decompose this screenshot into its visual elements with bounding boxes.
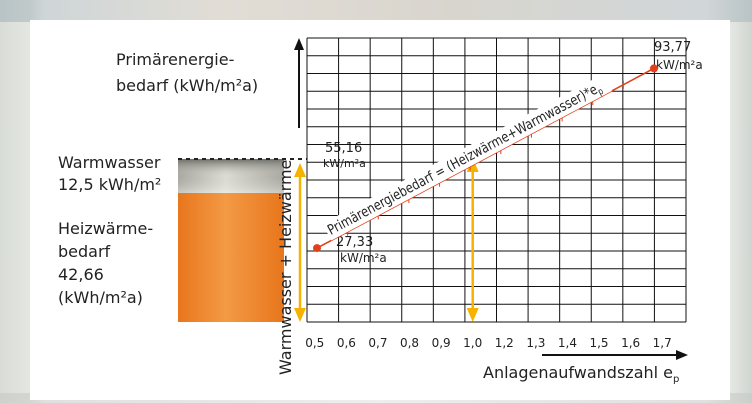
heizwaerme-label-line-2: bedarf <box>58 242 111 261</box>
heizwaerme-bar-segment <box>178 193 284 322</box>
warmwasser-bar-shade <box>178 158 284 193</box>
left-double-arrow-head-top <box>294 162 306 177</box>
x-tick-label: 0,6 <box>337 336 356 350</box>
left-double-arrow-head-bottom <box>294 308 306 322</box>
x-axis-title-text: Anlagenaufwandszahl e <box>483 363 674 382</box>
x-tick-label: 0,8 <box>400 336 419 350</box>
y-axis-title-line-1: Primärenergie- <box>116 50 235 69</box>
mid-point-unit: kW/m²a <box>322 157 367 171</box>
line-label-background <box>322 74 612 241</box>
x-tick-label: 1,3 <box>526 336 545 350</box>
x-tick-label: 1,7 <box>653 336 672 350</box>
x-tick-label: 1,5 <box>589 336 608 350</box>
start-point-marker <box>313 244 321 253</box>
marker-double-arrow-head-bottom <box>466 308 479 322</box>
warmwasser-value: 12,5 kWh/m² <box>58 175 162 194</box>
x-tick-label: 0,5 <box>305 336 324 350</box>
x-axis-title-subscript: p <box>673 374 680 386</box>
warmwasser-label: Warmwasser <box>58 153 161 172</box>
background-top-strip <box>0 0 752 22</box>
heizwaerme-value: 42,66 <box>58 265 104 284</box>
end-point-marker <box>650 64 658 73</box>
line-label-subscript: p <box>597 87 606 98</box>
x-axis-arrow-head <box>676 350 688 360</box>
x-tick-label: 0,7 <box>368 336 387 350</box>
x-tick-label: 1,2 <box>495 336 514 350</box>
x-tick-label: 1,4 <box>558 336 577 350</box>
y-axis-title-line-2: bedarf (kWh/m²a) <box>116 76 259 95</box>
line-label-group: Primärenergiebedarf = (Heizwärme+Warmwas… <box>322 74 612 241</box>
end-point-value: 93,77 <box>654 40 692 55</box>
heizwaerme-label-line-1: Heizwärme- <box>58 219 154 238</box>
x-axis-title: Anlagenaufwandszahl ep <box>483 362 679 391</box>
end-point-unit: kW/m²a <box>656 58 703 72</box>
x-tick-label: 1,6 <box>621 336 640 350</box>
x-tick-label: 0,9 <box>432 336 451 350</box>
x-tick-label: 1,0 <box>463 336 482 350</box>
y-axis-arrow-head <box>294 38 304 50</box>
vertical-stack-label: Warmwasser + Heizwärme <box>276 160 295 375</box>
start-point-value: 27,33 <box>334 235 376 250</box>
start-point-unit: kW/m²a <box>338 251 389 265</box>
heizwaerme-unit: (kWh/m²a) <box>58 288 143 307</box>
